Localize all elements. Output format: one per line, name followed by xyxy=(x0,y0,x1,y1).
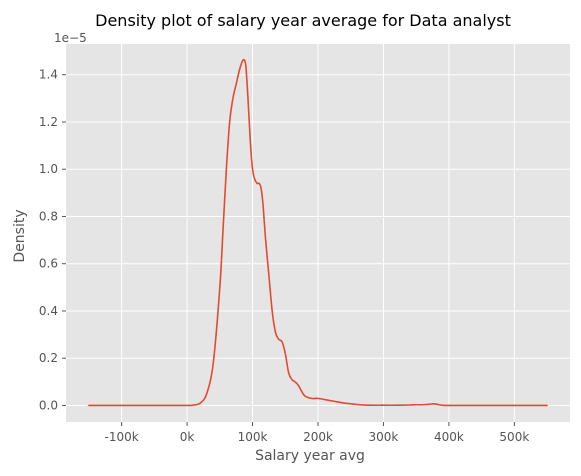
chart-title: Density plot of salary year average for … xyxy=(95,11,511,30)
y-tick-label: 0.2 xyxy=(39,351,58,365)
x-axis-ticks: -100k 0k 100k 200k 300k 400k 500k xyxy=(105,422,529,444)
x-tick-label: 0k xyxy=(180,430,195,444)
x-tick-label: 500k xyxy=(499,430,529,444)
y-axis-ticks: 0.0 0.2 0.4 0.6 0.8 1.0 1.2 1.4 xyxy=(39,68,66,412)
x-axis-label: Salary year avg xyxy=(255,448,365,464)
y-axis-scale-label: 1e−5 xyxy=(54,31,87,45)
x-tick-label: 200k xyxy=(303,430,333,444)
y-tick-label: 1.4 xyxy=(39,68,58,82)
x-tick-label: 300k xyxy=(369,430,399,444)
y-tick-label: 0.6 xyxy=(39,257,58,271)
y-tick-label: 0.0 xyxy=(39,398,58,412)
x-tick-label: 400k xyxy=(434,430,464,444)
y-tick-label: 1.0 xyxy=(39,162,58,176)
x-tick-label: -100k xyxy=(105,430,139,444)
y-tick-label: 1.2 xyxy=(39,115,58,129)
series-layer xyxy=(88,58,548,407)
y-axis-label: Density xyxy=(12,209,28,262)
density-line xyxy=(88,58,548,407)
y-tick-label: 0.4 xyxy=(39,304,58,318)
x-tick-label: 100k xyxy=(238,430,268,444)
y-tick-label: 0.8 xyxy=(39,209,58,223)
